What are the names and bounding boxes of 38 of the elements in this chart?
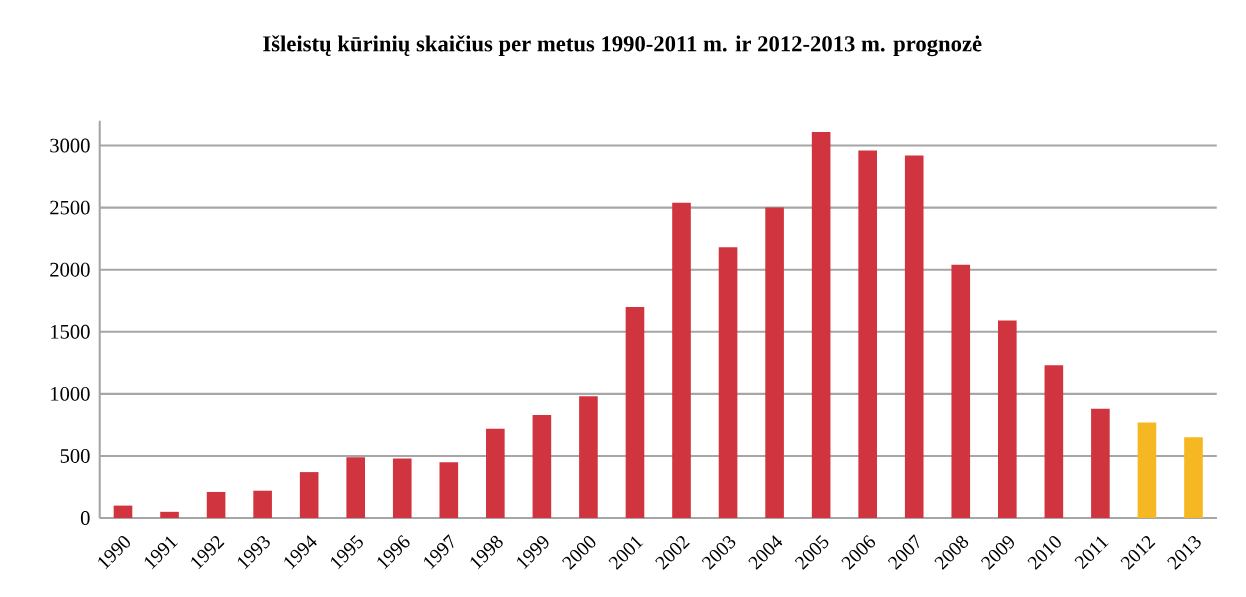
- y-tick-label: 1500: [51, 324, 90, 339]
- bar: [904, 155, 924, 519]
- bar: [113, 505, 133, 519]
- x-tick-label: 1992: [191, 536, 225, 570]
- bar: [1137, 422, 1157, 519]
- y-tick-label: 2500: [50, 200, 90, 215]
- bar: [486, 428, 505, 519]
- bar: [858, 150, 877, 519]
- y-tick-label: 2000: [50, 262, 90, 277]
- bar: [253, 490, 272, 519]
- bar: [951, 264, 971, 519]
- bar: [299, 472, 319, 519]
- bar: [206, 492, 226, 519]
- x-tick-label: 2011: [1074, 536, 1109, 570]
- bar: [1184, 437, 1203, 519]
- bar: [160, 511, 179, 519]
- bar: [439, 462, 459, 519]
- chart-title: Išleistų kūrinių skaičius per metus 1990-2011 m. ir 2012-2013 m. prognozė: [263, 35, 982, 57]
- bar: [672, 202, 691, 519]
- bar: [718, 247, 738, 519]
- bar: [765, 207, 784, 519]
- bar: [1044, 365, 1064, 519]
- x-tick-label: 1991: [144, 536, 178, 570]
- y-tick-label: 1000: [51, 387, 90, 401]
- bar: [625, 307, 645, 519]
- bar: [346, 457, 366, 519]
- y-tick-label: 3000: [50, 138, 90, 153]
- y-tick-label: 500: [60, 449, 90, 464]
- x-tick-label: 1993: [237, 536, 270, 570]
- bar: [579, 396, 598, 519]
- bar: [1091, 408, 1110, 519]
- bar: [811, 132, 831, 519]
- x-tick-label: 1999: [517, 536, 549, 570]
- y-tick-label: 0: [80, 511, 90, 526]
- bar: [532, 415, 552, 519]
- bar: [392, 458, 412, 519]
- bar: [998, 320, 1017, 519]
- x-tick-label: 1990: [98, 536, 130, 570]
